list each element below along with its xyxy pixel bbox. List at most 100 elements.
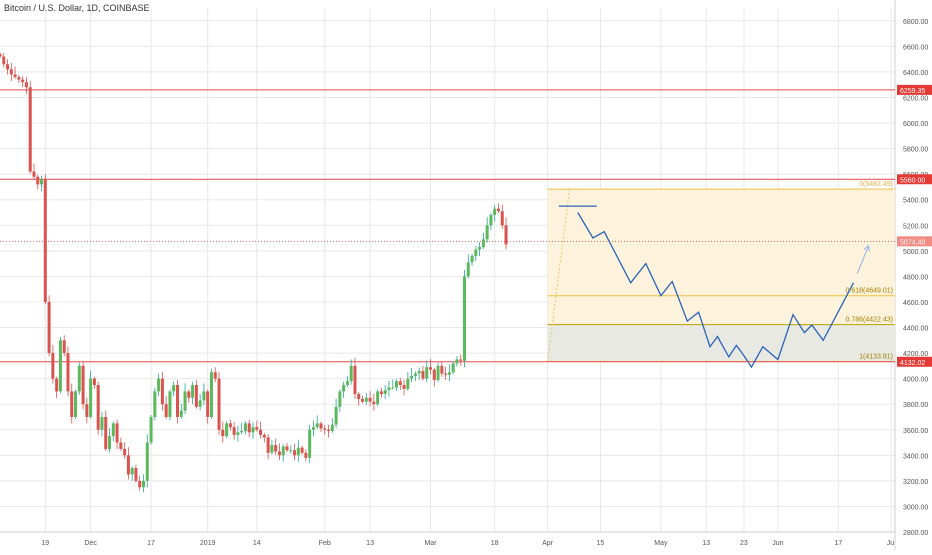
candle-body: [406, 378, 410, 389]
y-tick-label: 6600.00: [903, 44, 928, 51]
candle-body: [413, 373, 417, 377]
candle-body: [183, 391, 187, 411]
candle-body: [85, 404, 89, 417]
candle-body: [187, 391, 191, 398]
candle-body: [236, 432, 240, 435]
candle-body: [206, 391, 210, 417]
x-tick-label: 2019: [200, 540, 216, 547]
candle-body: [451, 363, 455, 373]
candle-body: [485, 225, 489, 240]
candle-body: [470, 255, 474, 263]
candle-body: [319, 423, 323, 429]
candle-body: [191, 385, 195, 398]
x-tick-label: 15: [597, 540, 605, 547]
candle-body: [6, 64, 10, 70]
y-tick-label: 3600.00: [903, 428, 928, 435]
x-tick-label: Jun: [772, 540, 783, 547]
fib-zone-upper: [547, 189, 895, 325]
candle-body: [111, 423, 115, 437]
candle-body: [481, 239, 485, 247]
fib-level-label: 0.618(4649.01): [846, 288, 893, 295]
projection-arrow-head: [863, 244, 870, 252]
x-tick-label: May: [654, 540, 668, 547]
candle-body: [383, 390, 387, 394]
y-tick-label: 4400.00: [903, 326, 928, 333]
candle-body: [145, 442, 149, 481]
candle-body: [395, 381, 399, 388]
candle-body: [179, 410, 183, 417]
candle-body: [500, 211, 504, 226]
candle-body: [296, 447, 300, 456]
candle-body: [478, 246, 482, 250]
candle-body: [357, 393, 361, 400]
fib-trend-line: [547, 189, 571, 362]
level-price-label: 4132.02: [900, 360, 925, 367]
candle-body: [157, 378, 161, 392]
candle-body: [9, 69, 13, 75]
candle-body: [225, 423, 229, 437]
candle-body: [255, 427, 259, 430]
x-tick-label: 23: [740, 540, 748, 547]
candle-body: [327, 429, 331, 432]
level-price-tag: [897, 84, 932, 95]
candle-body: [58, 340, 62, 392]
candle-body: [391, 387, 395, 389]
candle-body: [361, 399, 365, 402]
candle-body: [447, 372, 451, 375]
candle-body: [289, 450, 293, 452]
level-price-tag: [897, 356, 932, 367]
candle-body: [138, 480, 142, 488]
candle-body: [425, 367, 429, 379]
y-tick-label: 5000.00: [903, 249, 928, 256]
candle-body: [330, 424, 334, 432]
candle-body: [142, 480, 146, 488]
candle-body: [126, 455, 130, 475]
candle-body: [74, 391, 78, 417]
candle-body: [108, 436, 112, 449]
candle-body: [459, 359, 463, 361]
fib-level-label: 1(4133.81): [859, 354, 893, 361]
level-price-label: 5560.00: [900, 177, 925, 184]
candle-body: [489, 215, 493, 226]
projection-arrow: [856, 245, 870, 275]
candle-body: [429, 367, 433, 370]
candle-body: [504, 225, 508, 245]
candle-body: [198, 400, 202, 407]
candle-body: [0, 54, 2, 57]
candle-body: [213, 372, 217, 379]
candle-body: [402, 385, 406, 389]
candle-body: [51, 353, 55, 379]
candle-body: [410, 376, 414, 379]
y-tick-label: 6400.00: [903, 70, 928, 77]
candle-body: [323, 428, 327, 430]
candle-body: [24, 82, 28, 88]
candle-body: [47, 301, 51, 354]
candle-body: [259, 429, 263, 435]
x-tick-label: Apr: [542, 540, 554, 547]
candle-body: [130, 468, 134, 475]
candle-body: [89, 378, 93, 417]
y-tick-label: 6000.00: [903, 121, 928, 128]
candle-body: [300, 447, 304, 453]
x-tick-label: 13: [366, 540, 374, 547]
candle-body: [123, 448, 127, 456]
x-tick-label: 14: [253, 540, 261, 547]
candle-body: [274, 445, 278, 452]
x-tick-label: Mar: [424, 540, 437, 547]
candle-body: [81, 365, 85, 405]
candle-body: [115, 423, 119, 443]
candle-body: [209, 372, 213, 417]
candle-body: [496, 208, 500, 212]
candle-body: [43, 179, 47, 302]
candle-body: [175, 385, 179, 417]
candle-body: [172, 385, 176, 392]
candle-body: [202, 391, 206, 401]
candle-body: [349, 365, 353, 382]
candle-body: [293, 450, 297, 456]
candle-body: [119, 442, 123, 449]
candle-body: [77, 365, 81, 392]
y-tick-label: 6200.00: [903, 95, 928, 102]
candle-body: [466, 262, 470, 277]
